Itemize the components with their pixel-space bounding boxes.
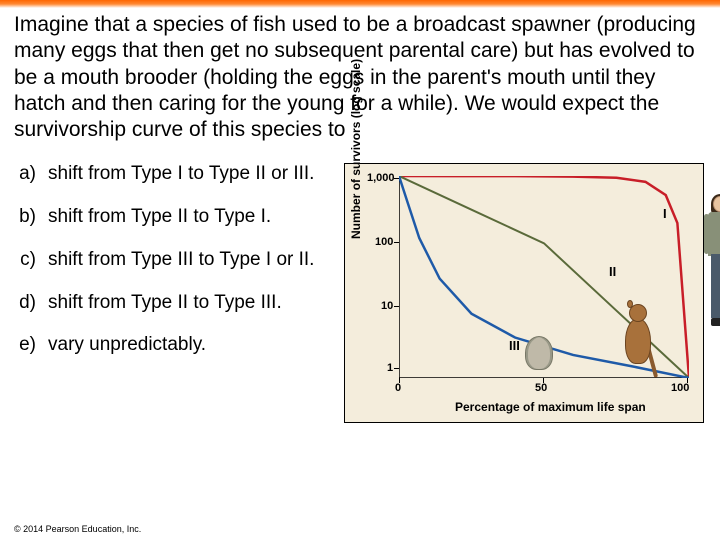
x-tick xyxy=(399,378,400,383)
curve-label-ii: II xyxy=(609,264,616,279)
x-tick-label: 0 xyxy=(395,382,401,394)
y-tick-label: 1,000 xyxy=(367,172,395,184)
option-text: shift from Type III to Type I or II. xyxy=(48,249,344,272)
curve-label-i: I xyxy=(663,206,667,221)
option-d: d) shift from Type II to Type III. xyxy=(14,292,344,315)
x-axis-label: Percentage of maximum life span xyxy=(455,400,646,414)
chart-frame: Number of survivors (log scale) Percenta… xyxy=(344,163,704,423)
option-letter: d) xyxy=(14,292,48,315)
option-c: c) shift from Type III to Type I or II. xyxy=(14,249,344,272)
slide-header-bar xyxy=(0,0,720,8)
option-text: shift from Type I to Type II or III. xyxy=(48,163,344,186)
option-text: vary unpredictably. xyxy=(48,334,344,357)
option-letter: b) xyxy=(14,206,48,229)
curve-label-iii: III xyxy=(509,338,520,353)
option-letter: a) xyxy=(14,163,48,186)
option-text: shift from Type II to Type I. xyxy=(48,206,344,229)
x-tick-label: 50 xyxy=(535,382,547,394)
y-tick-label: 10 xyxy=(381,300,393,312)
x-tick-label: 100 xyxy=(671,382,689,394)
option-b: b) shift from Type II to Type I. xyxy=(14,206,344,229)
y-tick-label: 1 xyxy=(387,362,393,374)
option-letter: e) xyxy=(14,334,48,357)
human-icon xyxy=(699,196,720,326)
survivorship-chart: Number of survivors (log scale) Percenta… xyxy=(344,163,710,423)
prairie-dog-icon xyxy=(619,298,659,378)
option-a: a) shift from Type I to Type II or III. xyxy=(14,163,344,186)
option-letter: c) xyxy=(14,249,48,272)
copyright-text: © 2014 Pearson Education, Inc. xyxy=(14,524,141,534)
oyster-icon xyxy=(525,336,553,370)
content-row: a) shift from Type I to Type II or III. … xyxy=(0,143,720,423)
x-tick xyxy=(543,378,544,383)
y-axis-label: Number of survivors (log scale) xyxy=(349,59,363,239)
option-e: e) vary unpredictably. xyxy=(14,334,344,357)
option-text: shift from Type II to Type III. xyxy=(48,292,344,315)
x-tick xyxy=(687,378,688,383)
y-tick-label: 100 xyxy=(375,236,393,248)
answer-options: a) shift from Type I to Type II or III. … xyxy=(14,163,344,423)
plot-area xyxy=(399,176,689,378)
